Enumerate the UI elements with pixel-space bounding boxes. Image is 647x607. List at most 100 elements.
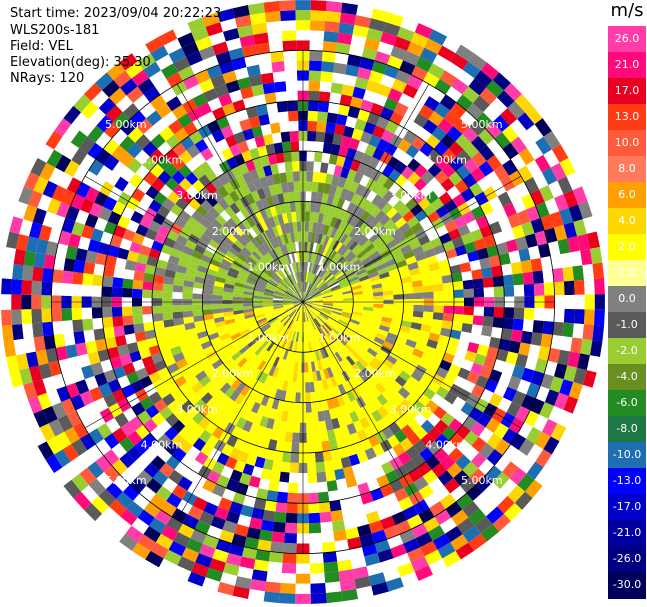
velocity-cell (21, 309, 33, 325)
velocity-cell (337, 220, 347, 232)
velocity-cell (457, 367, 471, 381)
velocity-cell (274, 81, 287, 93)
velocity-cell (192, 179, 205, 193)
velocity-cell (253, 559, 269, 572)
velocity-cell (449, 432, 464, 448)
velocity-cell (234, 316, 246, 323)
velocity-cell (355, 384, 366, 397)
velocity-cell (361, 543, 378, 557)
velocity-cell (255, 282, 266, 289)
velocity-cell (244, 350, 255, 361)
velocity-cell (476, 344, 489, 357)
velocity-cell (440, 327, 452, 338)
velocity-cell (420, 271, 432, 280)
velocity-cell (177, 258, 190, 268)
velocity-cell (286, 360, 292, 372)
velocity-cell (212, 308, 224, 314)
velocity-cell (445, 344, 458, 356)
velocity-cell (62, 320, 74, 334)
velocity-cell (544, 389, 560, 407)
velocity-cell (198, 45, 216, 61)
velocity-cell (449, 264, 462, 275)
velocity-cell (119, 533, 138, 551)
velocity-cell (288, 287, 297, 296)
velocity-cell (263, 294, 274, 299)
velocity-cell (448, 171, 463, 186)
velocity-cell (143, 171, 158, 186)
velocity-cell (272, 419, 281, 431)
colorbar-segment (608, 494, 646, 521)
velocity-cell (470, 421, 486, 437)
velocity-cell (365, 80, 381, 94)
velocity-cell (377, 267, 389, 276)
velocity-cell (251, 125, 264, 138)
velocity-cell (445, 61, 463, 79)
velocity-cell (488, 393, 503, 408)
velocity-cell (98, 382, 113, 398)
velocity-cell (307, 272, 312, 283)
velocity-cell (185, 327, 197, 337)
velocity-cell (397, 330, 410, 339)
velocity-cell (541, 167, 558, 185)
velocity-cell (522, 319, 534, 333)
velocity-cell (463, 288, 475, 298)
velocity-cell (412, 400, 426, 413)
velocity-cell (287, 110, 299, 122)
velocity-cell (308, 331, 313, 342)
velocity-cell (305, 321, 309, 332)
velocity-cell (453, 469, 470, 486)
velocity-cell (306, 432, 315, 443)
velocity-cell (189, 255, 201, 266)
velocity-cell (247, 321, 258, 329)
velocity-cell (308, 492, 319, 504)
velocity-cell (126, 501, 144, 518)
velocity-cell (392, 309, 404, 316)
velocity-cell (254, 311, 265, 317)
velocity-cell (312, 293, 322, 299)
velocity-cell (345, 116, 358, 129)
velocity-cell (393, 199, 406, 212)
velocity-cell (333, 298, 344, 302)
velocity-cell (264, 363, 273, 375)
velocity-cell (342, 248, 352, 259)
velocity-cell (254, 135, 266, 148)
velocity-cell (513, 307, 525, 320)
velocity-cell (349, 318, 360, 326)
velocity-cell (330, 82, 344, 95)
velocity-cell (268, 343, 277, 354)
velocity-cell (431, 126, 447, 142)
velocity-cell (25, 236, 39, 253)
velocity-cell (568, 204, 583, 222)
velocity-cell (37, 144, 55, 163)
velocity-cell (262, 302, 273, 306)
velocity-cell (321, 541, 336, 553)
velocity-cell (310, 391, 317, 403)
velocity-cell (275, 288, 285, 295)
velocity-cell (255, 104, 269, 117)
velocity-cell (186, 185, 200, 199)
velocity-cell (334, 351, 343, 363)
velocity-cell (454, 244, 468, 257)
velocity-cell (208, 239, 221, 250)
velocity-cell (361, 313, 373, 319)
velocity-cell (332, 296, 344, 300)
velocity-cell (354, 14, 372, 28)
range-ring-label: 4.00km (141, 438, 183, 451)
velocity-cell (456, 149, 472, 165)
velocity-cell (228, 401, 240, 414)
velocity-cell (533, 172, 549, 190)
velocity-cell (271, 320, 281, 329)
velocity-cell (337, 383, 347, 396)
velocity-cell (321, 61, 335, 73)
velocity-cell (166, 71, 183, 88)
velocity-cell (338, 277, 349, 285)
velocity-cell (483, 104, 501, 122)
velocity-cell (342, 211, 352, 223)
velocity-cell (406, 185, 420, 199)
velocity-cell (312, 340, 318, 351)
velocity-cell (129, 350, 142, 363)
velocity-cell (448, 228, 462, 241)
velocity-cell (223, 181, 235, 195)
velocity-cell (119, 135, 136, 152)
velocity-cell (342, 235, 353, 247)
